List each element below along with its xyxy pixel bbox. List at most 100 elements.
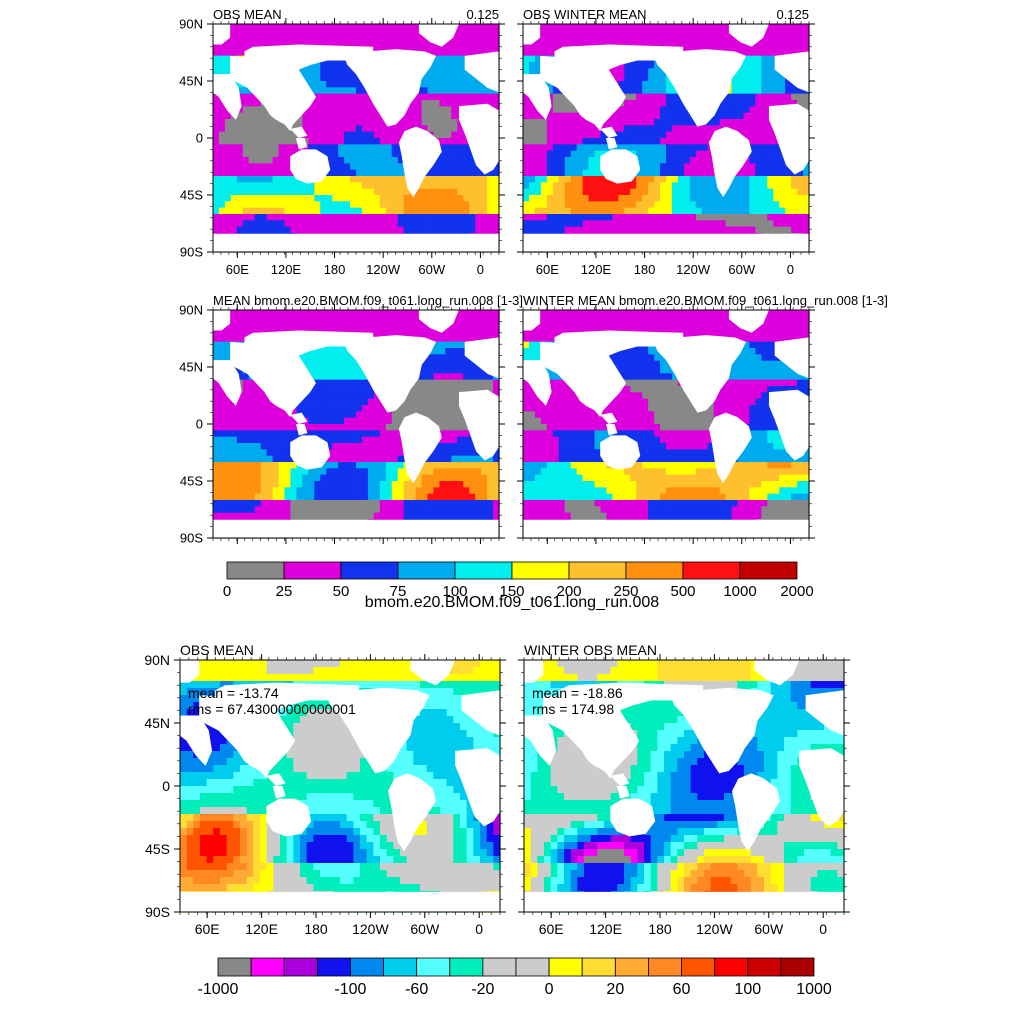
colorbar-swatch	[217, 957, 252, 977]
colorbar-label: 0	[223, 583, 231, 600]
colorbar-swatch	[283, 561, 342, 580]
lon-label: 60W	[728, 262, 755, 277]
lat-label: 45N	[179, 360, 203, 375]
lon-label: 120W	[676, 262, 711, 277]
colorbar-swatch	[511, 561, 570, 580]
colorbar-swatch	[614, 957, 649, 977]
map-panel-p2: OBS WINTER MEAN 0.125 60E 120E 180 120W 60W 0	[517, 7, 815, 277]
colorbar-swatch	[648, 957, 682, 977]
colorbar-label: 0	[545, 981, 554, 998]
colorbar-label: 1000	[723, 583, 756, 600]
colorbar-label: -1000	[198, 981, 239, 998]
lon-label: 0	[787, 262, 794, 277]
colorbar-swatch	[416, 957, 451, 977]
lon-label: 120E	[589, 921, 622, 937]
colorbar-swatch	[283, 957, 318, 977]
panel-title: OBS MEAN	[213, 7, 282, 22]
lon-label: 120E	[271, 262, 302, 277]
lon-label: 0	[819, 921, 827, 937]
lon-label: 60E	[226, 262, 249, 277]
colorbar-swatch	[780, 957, 815, 977]
lat-axis	[517, 23, 815, 253]
lat-label: 45S	[145, 841, 170, 857]
lon-axis	[212, 304, 500, 544]
lon-label: 180	[648, 921, 672, 937]
lon-axis	[522, 304, 810, 544]
lat-label: 45S	[180, 474, 203, 489]
lon-label: 180	[304, 921, 328, 937]
colorbar-swatch	[625, 561, 684, 580]
colorbar-swatch	[383, 957, 418, 977]
colorbar-label: 250	[613, 583, 638, 600]
colorbar-label: -100	[334, 981, 366, 998]
lon-axis: 60E 120E 180 120W 60W 0	[212, 18, 500, 277]
map-panel-p1: OBS MEAN 0.125 90N 45N 0 45S 90S 60E 120E 180 120W…	[179, 7, 505, 277]
lat-label: 90S	[180, 245, 203, 260]
lat-axis: 90N 45N 0 45S 90S	[144, 652, 506, 920]
lon-axis: 60E 120E 180 120W 60W 0	[522, 18, 810, 277]
stat-mean: mean = -13.74	[188, 685, 279, 701]
colorbar-swatch	[548, 957, 583, 977]
colorbar-label: 20	[606, 981, 624, 998]
colorbar-swatch	[454, 561, 513, 580]
lat-label: 90N	[144, 652, 170, 668]
colorbar-swatch	[449, 957, 484, 977]
colorbar-label: 1000	[796, 981, 832, 998]
lat-label: 45N	[179, 74, 203, 89]
colorbar-label: 200	[556, 583, 581, 600]
lon-label: 60E	[536, 262, 559, 277]
lat-label: 45S	[180, 188, 203, 203]
lon-label: 60E	[195, 921, 220, 937]
lon-label: 120E	[245, 921, 278, 937]
map-panel-p3: MEAN bmom.e20.BMOM.f09_t061.long_run.008…	[179, 293, 523, 546]
colorbar-label: -20	[471, 981, 494, 998]
colorbar-label: 150	[499, 583, 524, 600]
colorbar-label: -60	[405, 981, 428, 998]
lat-label: 0	[196, 417, 203, 432]
colorbar-swatch	[739, 561, 798, 580]
colorbar-diff: -1000 -100 -60 -20 0 20 60 100 1000	[198, 957, 832, 998]
lat-label: 90N	[179, 17, 203, 32]
map-panel-p6: WINTER OBS MEAN 60E 120E 180 120W 60W 0 mean = …	[518, 642, 850, 937]
lon-label: 120W	[366, 262, 401, 277]
ocean-field	[524, 660, 845, 913]
lat-label: 90S	[145, 904, 170, 920]
lon-label: 120W	[352, 921, 389, 937]
colorbar-title: bmom.e20.BMOM.f09_t061.long_run.008	[365, 594, 660, 611]
lat-label: 90N	[179, 303, 203, 318]
lat-label: 45N	[144, 715, 170, 731]
colorbar-swatch	[515, 957, 550, 977]
colorbar-label: 50	[333, 583, 350, 600]
lon-label: 180	[324, 262, 346, 277]
stat-rms: rms = 174.98	[532, 701, 614, 717]
panel-title: WINTER OBS MEAN	[524, 642, 657, 658]
map-panel-p5: OBS MEAN 90N 45N 0 45S 90S 60E 120E 180 120W 60W 0 m…	[144, 642, 506, 937]
colorbar-swatch	[226, 561, 285, 580]
colorbar-swatch	[681, 957, 716, 977]
colorbar-depth: 0 25 50 75 100 150 200 250 500 1000 2000 bmom.e20.B…	[223, 561, 814, 611]
lon-axis: 60E 120E 180 120W 60W 0	[523, 654, 845, 937]
lon-label: 60W	[418, 262, 445, 277]
stat-rms: rms = 67.43000000000001	[188, 701, 356, 717]
colorbar-swatch	[340, 561, 399, 580]
panel-title: OBS WINTER MEAN	[523, 7, 647, 22]
lon-label: 60E	[539, 921, 564, 937]
colorbar-label: 500	[670, 583, 695, 600]
map-panel-p4: WINTER MEAN bmom.e20.BMOM.f09_t061.long_…	[517, 293, 888, 544]
colorbar-swatch	[482, 957, 517, 977]
lat-label: 90S	[180, 531, 203, 546]
panel-title: WINTER MEAN bmom.e20.BMOM.f09_t061.long_…	[523, 293, 888, 308]
lat-axis: 90N 45N 0 45S 90S	[179, 303, 505, 546]
colorbar-label: 60	[673, 981, 691, 998]
colorbar-label: 2000	[780, 583, 813, 600]
lat-label: 0	[196, 131, 203, 146]
lon-label: 0	[475, 921, 483, 937]
lon-label: 120W	[696, 921, 733, 937]
lon-label: 0	[477, 262, 484, 277]
panel-title: OBS MEAN	[180, 642, 254, 658]
lat-label: 0	[162, 778, 170, 794]
colorbar-label: 100	[442, 583, 467, 600]
lon-label: 60W	[754, 921, 784, 937]
colorbar-label: 75	[390, 583, 407, 600]
